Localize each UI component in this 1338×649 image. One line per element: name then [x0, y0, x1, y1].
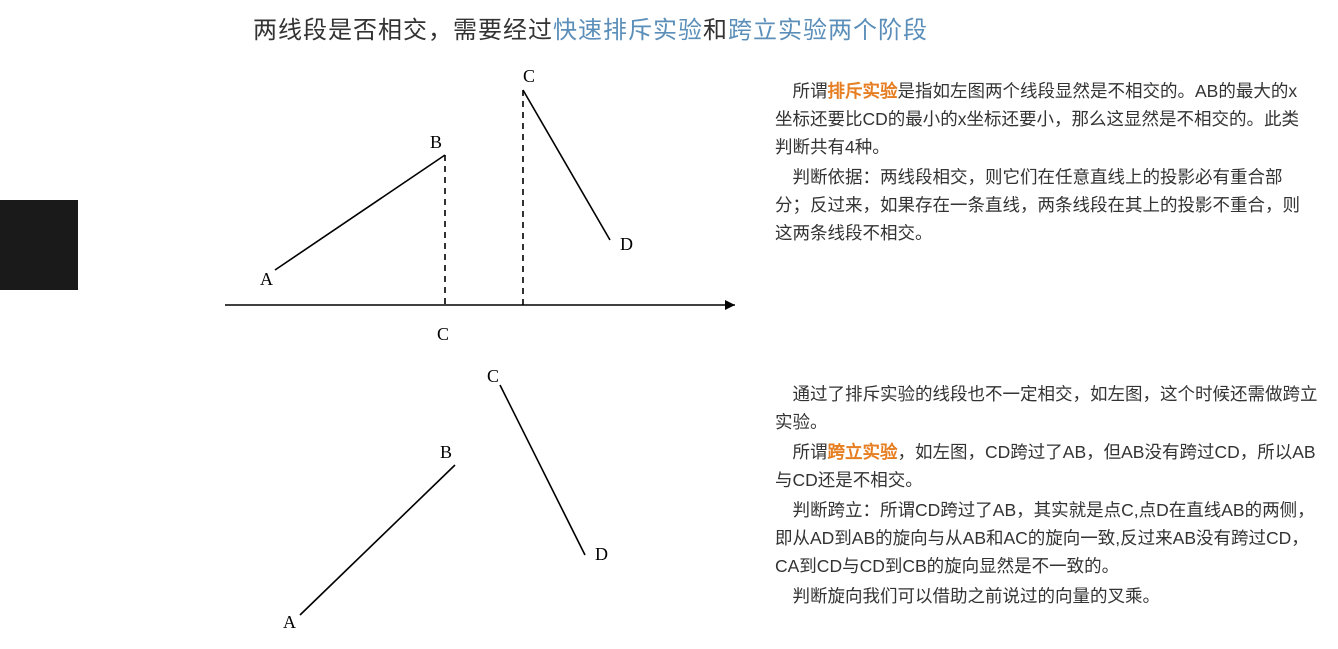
title-part1: 两线段是否相交，需要经过: [253, 17, 553, 44]
svg-text:B: B: [430, 132, 442, 152]
diagram-rejection: A B C D C: [205, 60, 750, 355]
rejection-para-2: 判断依据：两线段相交，则它们在任意直线上的投影必有重合部分；反过来，如果存在一条…: [775, 163, 1305, 247]
title-part3: 和: [703, 17, 728, 44]
straddle-para-4: 判断旋向我们可以借助之前说过的向量的叉乘。: [775, 582, 1330, 610]
diagram-straddle: A B C D: [255, 360, 655, 640]
left-dark-bar: [0, 200, 78, 290]
text-block-straddle: 通过了排斥实验的线段也不一定相交，如左图，这个时候还需做跨立实验。 所谓跨立实验…: [775, 380, 1330, 612]
title-part2: 快速排斥实验: [553, 17, 703, 44]
svg-text:C: C: [487, 366, 499, 386]
straddle-para-2: 所谓跨立实验，如左图，CD跨过了AB，但AB没有跨过CD，所以AB与CD还是不相…: [775, 438, 1330, 494]
rejection-para-1: 所谓排斥实验是指如左图两个线段显然是不相交的。AB的最大的x坐标还要比CD的最小…: [775, 77, 1305, 161]
svg-text:B: B: [440, 442, 452, 462]
svg-text:A: A: [283, 612, 296, 632]
svg-text:A: A: [260, 269, 273, 289]
p2-highlight: 跨立实验: [828, 442, 898, 462]
svg-text:D: D: [595, 544, 608, 564]
rejection-svg: A B C D C: [205, 60, 750, 355]
text-block-rejection: 所谓排斥实验是指如左图两个线段显然是不相交的。AB的最大的x坐标还要比CD的最小…: [775, 77, 1305, 249]
svg-text:C: C: [523, 66, 535, 86]
svg-text:C: C: [437, 324, 449, 344]
p1-highlight: 排斥实验: [828, 81, 898, 101]
svg-text:D: D: [620, 234, 633, 254]
page-title: 两线段是否相交，需要经过快速排斥实验和跨立实验两个阶段: [253, 10, 928, 45]
title-part4: 跨立实验两个阶段: [728, 17, 928, 44]
straddle-svg: A B C D: [255, 360, 655, 640]
p1-pre: 所谓: [775, 81, 828, 101]
p2-pre: 所谓: [775, 442, 828, 462]
straddle-para-1: 通过了排斥实验的线段也不一定相交，如左图，这个时候还需做跨立实验。: [775, 380, 1330, 436]
straddle-para-3: 判断跨立：所谓CD跨过了AB，其实就是点C,点D在直线AB的两侧，即从AD到AB…: [775, 496, 1330, 580]
